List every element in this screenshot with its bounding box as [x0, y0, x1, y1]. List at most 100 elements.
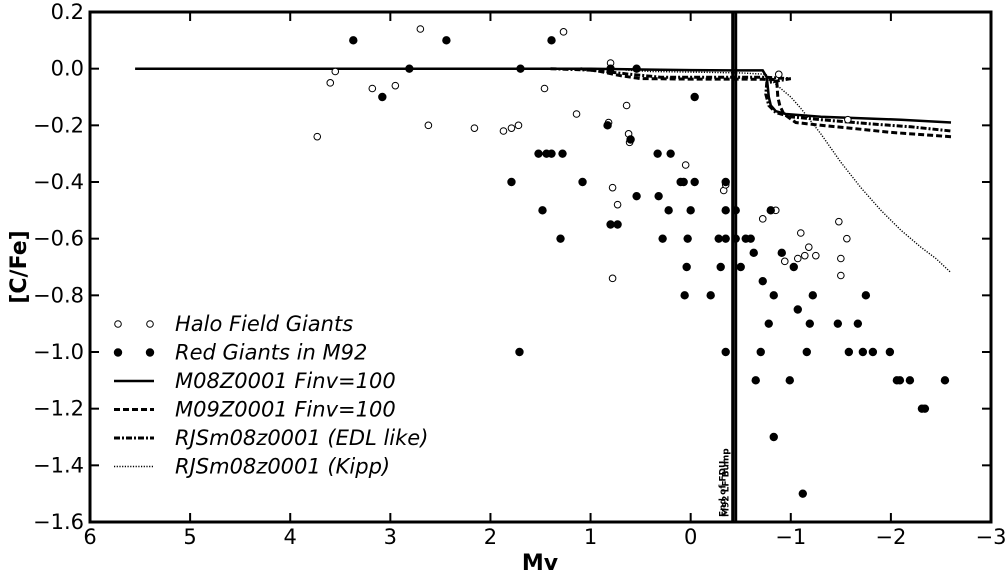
m92-giant-point — [716, 262, 725, 272]
y-tick-label: −0.4 — [33, 170, 84, 194]
y-axis: 0.2 0.0 −0.2 −0.4 −0.6 −0.8 −1.0 −1.2 −1.4 −1.6 — [33, 0, 991, 534]
m92-giant-point — [895, 376, 905, 385]
halo-giant-point — [608, 183, 617, 192]
halo-giant-point — [326, 79, 335, 87]
data-points — [313, 25, 950, 498]
plot-frame — [88, 10, 993, 524]
m92-giant-point — [798, 489, 807, 498]
halo-giant-point — [835, 217, 843, 226]
m92-giant-point — [764, 319, 773, 328]
m92-giant-point — [654, 191, 663, 201]
x-axis: 6 5 4 3 2 1 0 −1 −2 −3 — [83, 12, 1006, 549]
m92-giant-point — [714, 234, 723, 243]
m92-giant-point — [679, 177, 688, 187]
m92-giant-point — [613, 220, 622, 229]
halo-giant-point — [470, 124, 479, 132]
m92-giant-point — [507, 177, 516, 187]
m92-giant-point — [378, 92, 387, 102]
halo-giant-point — [837, 254, 845, 263]
halo-giant-point — [812, 251, 820, 260]
legend-marker — [146, 320, 154, 328]
y-tick-label: −0.8 — [33, 283, 84, 307]
m92-giant-point — [802, 347, 811, 357]
halo-giant-point — [514, 121, 523, 130]
m92-giant-point — [666, 149, 675, 158]
m92-giant-point — [769, 432, 778, 442]
legend: Halo Field Giants Red Giants in M92 M08Z00… — [113, 312, 428, 479]
m92-giant-point — [680, 291, 689, 300]
m92-giant-point — [833, 319, 843, 328]
m92-giant-point — [653, 149, 662, 158]
halo-giant-point — [793, 254, 802, 263]
halo-giant-point — [622, 101, 631, 110]
halo-giant-point — [331, 67, 340, 76]
x-tick-label: −2 — [875, 525, 906, 549]
m92-giant-point — [516, 64, 525, 73]
legend-label: Halo Field Giants — [175, 312, 353, 336]
m92-giant-point — [547, 149, 556, 158]
m92-giant-point — [558, 149, 567, 158]
halo-giant-point — [804, 243, 813, 251]
m92-giant-point — [538, 206, 547, 215]
m92-giant-point — [632, 64, 641, 73]
m92-giant-point — [682, 262, 691, 272]
x-tick-label: 5 — [183, 525, 196, 549]
m92-giant-point — [658, 234, 667, 243]
y-tick-label: −0.6 — [33, 227, 84, 251]
halo-giant-point — [313, 132, 322, 141]
series-line — [135, 67, 952, 124]
m92-giant-point — [606, 220, 615, 229]
m92-giant-point — [844, 347, 854, 357]
m92-giant-point — [789, 262, 798, 272]
legend-label: M08Z0001 Finv=100 — [175, 369, 396, 393]
halo-giant-point — [758, 215, 767, 223]
m92-giant-point — [766, 206, 775, 215]
m92-giant-point — [785, 376, 794, 385]
m92-giant-point — [349, 36, 358, 45]
m92-giant-point — [905, 376, 915, 385]
halo-giant-point — [780, 257, 789, 266]
m92-giant-point — [758, 276, 767, 286]
m92-giant-point — [808, 291, 818, 300]
halo-giant-point — [368, 84, 377, 93]
m92-giant-point — [853, 319, 863, 328]
legend-label: RJSm08z0001 (EDL like) — [175, 426, 428, 450]
m92-giant-point — [731, 206, 740, 215]
x-axis-title: Mv — [522, 551, 559, 574]
m92-giant-point — [861, 291, 871, 300]
y-tick-label: −1.4 — [33, 453, 84, 477]
m92-giant-point — [868, 347, 878, 357]
m92-giant-point — [736, 262, 745, 272]
m92-giant-point — [940, 376, 950, 385]
series-line — [580, 67, 952, 139]
m92-giant-point — [769, 291, 778, 300]
halo-giant-point — [843, 234, 851, 243]
m92-giant-point — [777, 248, 786, 258]
m92-giant-point — [690, 177, 699, 187]
m92-giant-point — [603, 121, 612, 130]
x-tick-label: 3 — [384, 525, 397, 549]
x-tick-label: −3 — [976, 525, 1007, 549]
halo-giant-point — [424, 121, 433, 130]
halo-giant-point — [837, 271, 845, 280]
x-tick-label: −1 — [775, 525, 806, 549]
m92-giant-point — [632, 191, 641, 201]
m92-giant-point — [534, 149, 543, 158]
halo-giant-point — [540, 84, 549, 93]
reference-line-label: End of FDU — [719, 461, 729, 517]
legend-marker — [145, 348, 155, 357]
m92-giant-point — [556, 234, 565, 243]
x-tick-label: 0 — [684, 525, 697, 549]
series-line — [550, 67, 952, 133]
m92-giant-point — [405, 64, 414, 73]
m92-giant-point — [664, 206, 673, 215]
x-tick-label: 1 — [584, 525, 597, 549]
m92-giant-point — [606, 64, 615, 73]
m92-giant-point — [805, 319, 814, 328]
m92-giant-point — [690, 92, 699, 102]
y-tick-label: −0.2 — [33, 113, 84, 137]
m92-giant-point — [686, 206, 695, 215]
m92-giant-point — [756, 347, 765, 357]
series-line — [625, 69, 952, 274]
